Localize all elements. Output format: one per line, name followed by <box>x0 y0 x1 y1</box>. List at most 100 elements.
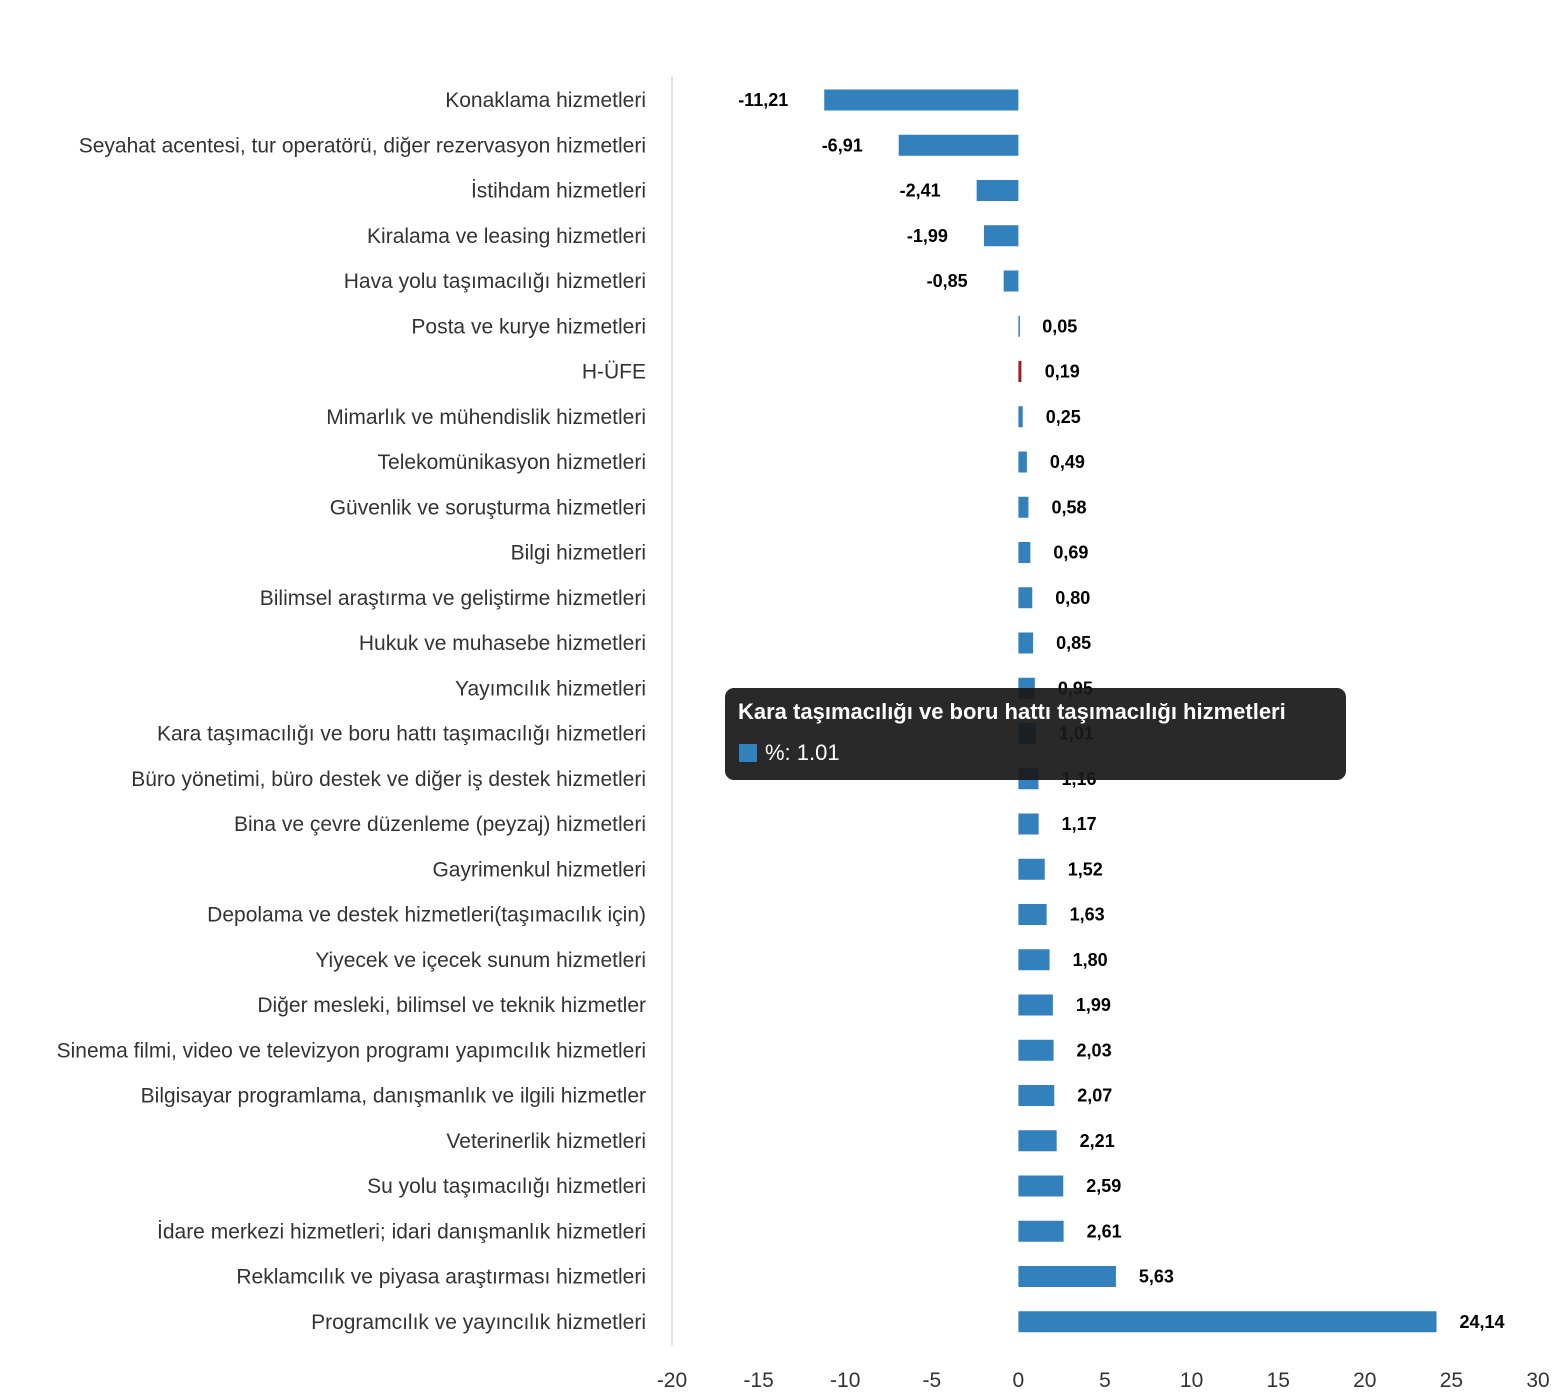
bar-6[interactable] <box>1018 361 1022 382</box>
data-label: -2,41 <box>900 181 941 201</box>
category-label: Hukuk ve muhasebe hizmetleri <box>359 632 646 655</box>
bar-4[interactable] <box>1003 270 1019 292</box>
bar-20[interactable] <box>1018 994 1053 1016</box>
bar-22[interactable] <box>1018 1085 1055 1106</box>
bar-17[interactable] <box>1018 858 1045 880</box>
tooltip-title: Kara taşımacılığı ve boru hattı taşımacı… <box>738 699 1286 724</box>
bar-23[interactable] <box>1018 1130 1057 1152</box>
x-tick-label: -20 <box>657 1369 687 1392</box>
data-label: 0,80 <box>1055 588 1090 608</box>
category-label: Bilgi hizmetleri <box>511 542 646 565</box>
bar-18[interactable] <box>1018 904 1047 925</box>
data-label: 0,85 <box>1056 633 1091 653</box>
data-label: 0,49 <box>1050 452 1085 472</box>
data-label: 1,52 <box>1068 859 1103 879</box>
category-label: Bina ve çevre düzenleme (peyzaj) hizmetl… <box>234 813 646 836</box>
data-label: 1,80 <box>1073 950 1108 970</box>
category-label: Su yolu taşımacılığı hizmetleri <box>367 1175 646 1198</box>
hover-tooltip: Kara taşımacılığı ve boru hattı taşımacı… <box>725 688 1346 780</box>
bar-0[interactable] <box>824 89 1019 111</box>
category-label: Sinema filmi, video ve televizyon progra… <box>57 1039 646 1062</box>
category-labels: Konaklama hizmetleri Seyahat acentesi, tu… <box>57 89 646 1334</box>
bar-2[interactable] <box>976 180 1019 201</box>
category-label: Hava yolu taşımacılığı hizmetleri <box>344 270 646 293</box>
data-label: 2,03 <box>1077 1040 1112 1060</box>
x-tick-label: 20 <box>1353 1369 1376 1392</box>
category-label: Bilimsel araştırma ve geliştirme hizmetl… <box>260 587 646 610</box>
data-label: -11,21 <box>738 90 788 110</box>
category-label: Yiyecek ve içecek sunum hizmetleri <box>315 949 646 972</box>
bar-9[interactable] <box>1018 496 1029 518</box>
category-label: Depolama ve destek hizmetleri(taşımacılı… <box>207 904 646 927</box>
data-label: 24,14 <box>1460 1312 1505 1332</box>
data-label: 2,21 <box>1080 1131 1115 1151</box>
value-labels: -11,21 -6,91 -2,41 -1,99 -0,85 0,05 0,19 0,25 0,… <box>738 90 1504 1332</box>
data-label: 0,05 <box>1042 316 1077 336</box>
category-label: İdare merkezi hizmetleri; idari danışman… <box>157 1220 646 1243</box>
bar-1[interactable] <box>898 134 1019 156</box>
category-label: Reklamcılık ve piyasa araştırması hizmet… <box>236 1266 646 1289</box>
category-label: Büro yönetimi, büro destek ve diğer iş d… <box>131 768 646 791</box>
bar-21[interactable] <box>1018 1039 1054 1061</box>
category-label: Yayımcılık hizmetleri <box>455 677 646 700</box>
bar-24[interactable] <box>1018 1175 1064 1197</box>
category-label: Posta ve kurye hizmetleri <box>411 315 646 338</box>
bar-12[interactable] <box>1018 632 1034 654</box>
category-label: Konaklama hizmetleri <box>445 89 646 112</box>
bar-3[interactable] <box>983 225 1019 247</box>
bars-layer <box>824 89 1437 1333</box>
data-label: 1,17 <box>1062 814 1097 834</box>
category-label: Veterinerlik hizmetleri <box>446 1130 646 1153</box>
category-label: H-ÜFE <box>582 361 646 384</box>
data-label: 0,69 <box>1053 543 1088 563</box>
x-axis-ticks: -20 -15 -10 -5 0 5 10 15 20 25 30 <box>657 1369 1550 1392</box>
data-label: 2,59 <box>1086 1176 1121 1196</box>
data-label: 0,19 <box>1045 362 1080 382</box>
x-tick-label: 25 <box>1440 1369 1463 1392</box>
tooltip-series-swatch <box>739 744 757 762</box>
bar-8[interactable] <box>1018 451 1027 473</box>
category-label: Bilgisayar programlama, danışmanlık ve i… <box>141 1085 646 1108</box>
data-label: 0,58 <box>1051 497 1086 517</box>
data-label: 1,99 <box>1076 995 1111 1015</box>
data-label: 1,63 <box>1070 905 1105 925</box>
bar-5[interactable] <box>1018 315 1020 337</box>
category-label: Kiralama ve leasing hizmetleri <box>367 225 646 248</box>
category-label: Telekomünikasyon hizmetleri <box>378 451 646 474</box>
tooltip-series-row: %: 1.01 <box>739 740 840 766</box>
category-label: Kara taşımacılığı ve boru hattı taşımacı… <box>157 723 646 746</box>
data-label: 2,61 <box>1087 1221 1122 1241</box>
x-tick-label: -10 <box>830 1369 860 1392</box>
category-label: İstihdam hizmetleri <box>471 180 646 203</box>
bar-11[interactable] <box>1018 587 1033 609</box>
category-label: Gayrimenkul hizmetleri <box>432 858 646 881</box>
bar-19[interactable] <box>1018 949 1050 971</box>
x-tick-label: 10 <box>1180 1369 1203 1392</box>
x-tick-label: -15 <box>743 1369 773 1392</box>
data-label: 2,07 <box>1077 1086 1112 1106</box>
data-label: 0,25 <box>1046 407 1081 427</box>
x-tick-label: 30 <box>1526 1369 1549 1392</box>
bar-16[interactable] <box>1018 813 1039 835</box>
category-label: Güvenlik ve soruşturma hizmetleri <box>330 496 646 519</box>
category-label: Diğer mesleki, bilimsel ve teknik hizmet… <box>257 994 646 1017</box>
bar-25[interactable] <box>1018 1220 1064 1242</box>
data-label: 5,63 <box>1139 1267 1174 1287</box>
category-label: Seyahat acentesi, tur operatörü, diğer r… <box>79 134 646 157</box>
tooltip-series-value: %: 1.01 <box>765 740 840 765</box>
category-label: Mimarlık ve mühendislik hizmetleri <box>326 406 646 429</box>
bar-7[interactable] <box>1018 406 1023 428</box>
x-tick-label: 15 <box>1267 1369 1290 1392</box>
bar-10[interactable] <box>1018 542 1031 563</box>
data-label: -0,85 <box>927 271 968 291</box>
bar-27[interactable] <box>1018 1311 1437 1333</box>
data-label: -6,91 <box>822 135 863 155</box>
data-label: -1,99 <box>907 226 948 246</box>
x-tick-label: -5 <box>922 1369 941 1392</box>
bar-26[interactable] <box>1018 1266 1116 1287</box>
category-label: Programcılık ve yayıncılık hizmetleri <box>311 1311 646 1334</box>
x-tick-label: 0 <box>1013 1369 1025 1392</box>
x-tick-label: 5 <box>1099 1369 1111 1392</box>
